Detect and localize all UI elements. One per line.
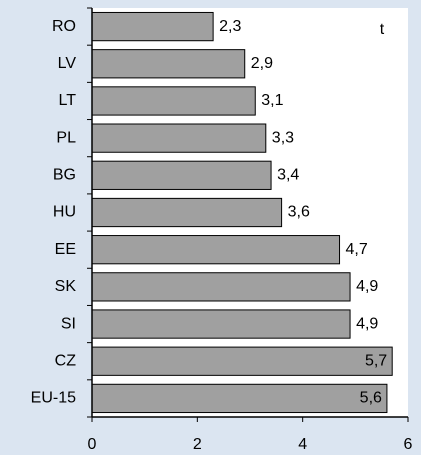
- y-tick-label: BG: [53, 167, 76, 184]
- value-label: 4,9: [356, 315, 378, 332]
- bar: [91, 11, 214, 42]
- value-label: 3,1: [261, 92, 283, 109]
- y-tick-label: LV: [58, 55, 77, 72]
- x-tick-label: 6: [404, 436, 413, 453]
- y-tick-label: EE: [55, 241, 76, 258]
- bar: [91, 49, 246, 79]
- bar: [91, 346, 393, 376]
- bar: [91, 272, 351, 302]
- value-label: 3,6: [288, 204, 310, 221]
- value-label: 2,9: [251, 55, 273, 72]
- y-tick-label: PL: [56, 129, 76, 146]
- bar: [91, 197, 283, 228]
- y-tick-label: LT: [59, 92, 77, 109]
- value-label: 5,6: [360, 390, 382, 407]
- value-label: 4,7: [346, 241, 368, 258]
- value-label: 5,7: [365, 352, 387, 369]
- value-label: 3,3: [272, 129, 294, 146]
- x-tick-label: 4: [298, 436, 307, 453]
- value-label: 4,9: [356, 278, 378, 295]
- x-tick-label: 2: [193, 436, 202, 453]
- unit-annotation: t: [380, 21, 385, 38]
- bar: [91, 160, 272, 190]
- y-tick-label: SK: [55, 278, 77, 295]
- bar: [91, 235, 341, 265]
- value-label: 2,3: [219, 18, 241, 35]
- bar: [91, 309, 351, 339]
- bar: [91, 383, 388, 414]
- y-tick-label: HU: [53, 204, 76, 221]
- value-label: 3,4: [277, 167, 299, 184]
- x-tick-label: 0: [88, 436, 97, 453]
- bar: [91, 86, 256, 116]
- y-tick-label: EU-15: [31, 390, 76, 407]
- bar: [91, 123, 267, 153]
- y-tick-label: RO: [52, 18, 76, 35]
- y-tick-label: SI: [61, 315, 76, 332]
- y-tick-label: CZ: [55, 352, 77, 369]
